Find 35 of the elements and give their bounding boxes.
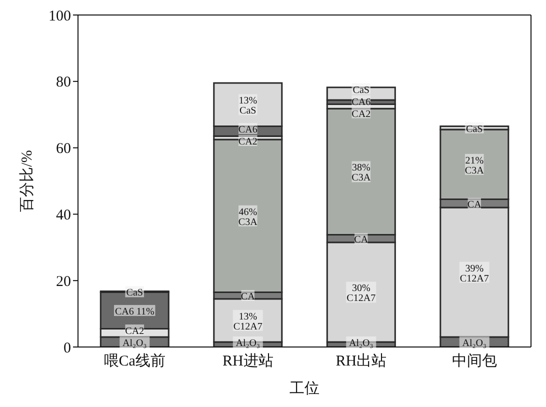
data-label: CA6 xyxy=(238,124,258,136)
data-label: 21% C3A xyxy=(464,155,485,176)
y-tick-label: 60 xyxy=(56,141,71,158)
data-label: Al₂O₃ xyxy=(462,338,486,349)
x-tick-label: 中间包 xyxy=(452,352,497,370)
x-tick-label: 喂Ca线前 xyxy=(104,352,166,370)
data-label: Al₂O₃ xyxy=(122,338,147,349)
data-label: 13% CaS xyxy=(238,96,258,117)
data-label: CaS xyxy=(352,84,370,96)
data-label: CaS xyxy=(126,288,143,299)
data-label: 30% C12A7 xyxy=(346,283,376,304)
y-tick-label: 40 xyxy=(56,208,71,224)
data-label: CA2 xyxy=(238,136,258,148)
data-label: CA6 11% xyxy=(114,306,154,318)
data-label: CA2 xyxy=(125,326,144,337)
data-label: CA6 xyxy=(352,96,371,108)
data-label: CA2 xyxy=(352,108,371,120)
y-tick-label: 20 xyxy=(56,274,71,290)
data-label: 39% C12A7 xyxy=(460,263,489,284)
data-label: CA xyxy=(467,199,482,210)
data-label: CA xyxy=(240,292,256,303)
data-label: 38% C3A xyxy=(352,162,372,184)
y-tick-label: 80 xyxy=(56,74,71,91)
data-label: Al₂O₃ xyxy=(349,338,374,349)
y-tick-label: 100 xyxy=(48,8,71,24)
y-axis-title: 百分比/% xyxy=(18,150,36,212)
data-label: 46% C3A xyxy=(238,206,258,228)
data-label: 13% C12A7 xyxy=(233,311,262,332)
data-label: CaS xyxy=(466,124,483,135)
x-tick-label: RH进站 xyxy=(222,352,274,370)
x-axis-title: 工位 xyxy=(290,380,320,397)
data-label: CA xyxy=(354,234,369,246)
y-tick-label: 0 xyxy=(64,340,71,356)
data-label: Al₂O₃ xyxy=(236,338,260,349)
x-tick-label: RH出站 xyxy=(336,352,387,370)
